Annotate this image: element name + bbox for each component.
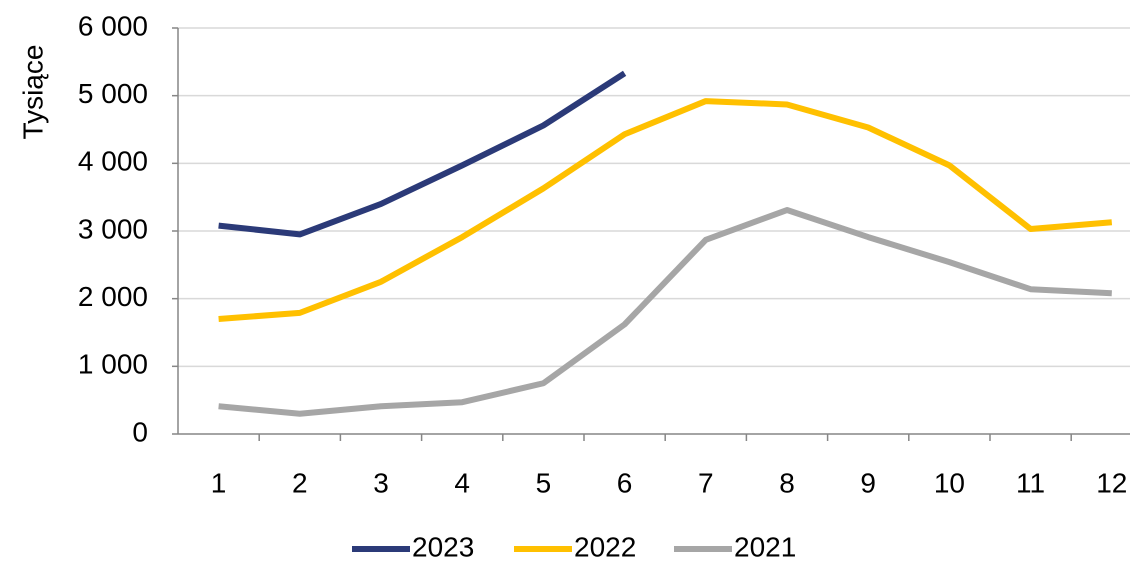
legend-label: 2022: [574, 531, 636, 562]
x-tick-label: 6: [617, 467, 633, 498]
x-tick-label: 2: [292, 467, 308, 498]
x-tick-label: 1: [211, 467, 227, 498]
y-tick-label: 0: [132, 416, 148, 447]
y-tick-label: 1 000: [78, 349, 148, 380]
x-tick-label: 3: [373, 467, 389, 498]
x-tick-label: 12: [1096, 467, 1127, 498]
series-line: [218, 207, 1112, 417]
series-line: [218, 70, 627, 238]
x-tick-label: 10: [934, 467, 965, 498]
x-tick-label: 7: [698, 467, 714, 498]
x-tick-label: 11: [1016, 467, 1045, 498]
y-tick-label: 4 000: [78, 146, 148, 177]
y-axis-label: Tysiące: [17, 45, 48, 140]
y-tick-label: 2 000: [78, 281, 148, 312]
x-tick-label: 9: [860, 467, 876, 498]
x-tick-label: 8: [779, 467, 795, 498]
y-tick-label: 5 000: [78, 78, 148, 109]
series-line: [218, 98, 1113, 322]
y-tick-label: 6 000: [78, 10, 148, 41]
x-tick-label: 4: [454, 467, 470, 498]
legend-label: 2023: [412, 531, 474, 562]
y-tick-label: 3 000: [78, 213, 148, 244]
legend-label: 2021: [734, 531, 796, 562]
x-tick-label: 5: [536, 467, 552, 498]
